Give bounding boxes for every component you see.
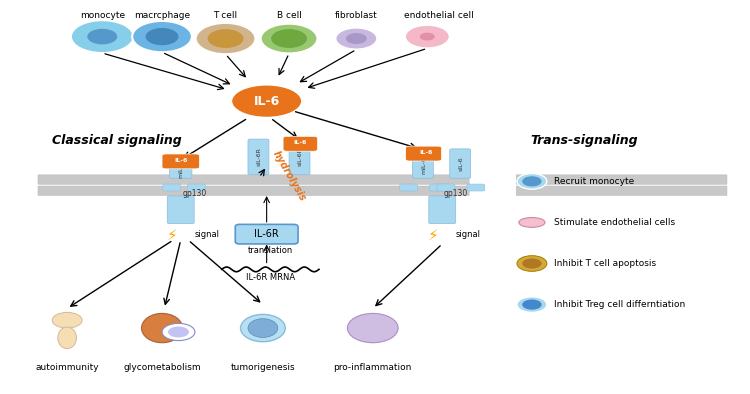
Circle shape <box>335 28 377 50</box>
Ellipse shape <box>248 319 278 337</box>
Text: pro-inflammation: pro-inflammation <box>334 363 412 372</box>
Text: mIL-6R: mIL-6R <box>421 153 426 175</box>
Circle shape <box>208 29 244 48</box>
Text: glycometabolism: glycometabolism <box>123 363 201 372</box>
FancyBboxPatch shape <box>450 149 471 178</box>
Circle shape <box>71 20 134 53</box>
FancyBboxPatch shape <box>400 184 418 191</box>
Circle shape <box>517 173 547 189</box>
Ellipse shape <box>58 327 76 349</box>
FancyBboxPatch shape <box>167 196 194 224</box>
Text: sIL-6R: sIL-6R <box>298 147 303 166</box>
Text: gp130: gp130 <box>444 190 468 198</box>
FancyBboxPatch shape <box>163 184 181 191</box>
FancyBboxPatch shape <box>162 154 200 169</box>
Text: IL-6R: IL-6R <box>254 229 279 239</box>
FancyBboxPatch shape <box>38 175 469 184</box>
Circle shape <box>87 29 117 45</box>
Text: ⚡: ⚡ <box>166 227 177 242</box>
Text: fibroblast: fibroblast <box>335 11 378 20</box>
FancyBboxPatch shape <box>516 175 727 184</box>
Circle shape <box>405 25 450 48</box>
Text: macrcphage: macrcphage <box>134 11 190 20</box>
Text: IL-6: IL-6 <box>174 158 188 163</box>
Ellipse shape <box>231 85 302 118</box>
Text: Inhibit Treg cell differntiation: Inhibit Treg cell differntiation <box>554 300 686 309</box>
Circle shape <box>522 258 542 269</box>
Text: hydrolysis: hydrolysis <box>271 149 308 203</box>
FancyBboxPatch shape <box>430 184 448 191</box>
Circle shape <box>162 323 195 340</box>
Circle shape <box>272 29 307 48</box>
Ellipse shape <box>347 313 398 343</box>
Text: B cell: B cell <box>277 11 302 20</box>
Circle shape <box>420 33 435 41</box>
Ellipse shape <box>241 314 285 342</box>
Circle shape <box>517 256 547 271</box>
Text: mIL-6R: mIL-6R <box>178 156 183 178</box>
FancyBboxPatch shape <box>38 186 469 195</box>
Circle shape <box>261 24 317 54</box>
FancyBboxPatch shape <box>516 186 727 195</box>
Text: signal: signal <box>456 230 481 240</box>
Text: IL-6: IL-6 <box>293 140 307 145</box>
Ellipse shape <box>519 217 545 227</box>
Ellipse shape <box>142 313 182 343</box>
Text: translation: translation <box>248 246 293 255</box>
FancyBboxPatch shape <box>406 146 442 161</box>
Text: sIL-6R: sIL-6R <box>256 147 262 166</box>
FancyBboxPatch shape <box>413 149 434 178</box>
Text: ⚡: ⚡ <box>428 227 439 242</box>
FancyBboxPatch shape <box>170 157 192 178</box>
Text: signal: signal <box>194 230 219 240</box>
FancyBboxPatch shape <box>437 184 455 191</box>
Text: monocyte: monocyte <box>80 11 124 20</box>
Circle shape <box>346 33 367 44</box>
Text: IL-6R MRNA: IL-6R MRNA <box>246 273 295 282</box>
Text: Recruit monocyte: Recruit monocyte <box>554 177 634 186</box>
Text: autoimmunity: autoimmunity <box>35 363 99 372</box>
Text: IL-6: IL-6 <box>254 95 280 108</box>
Text: tumorigenesis: tumorigenesis <box>230 363 296 372</box>
FancyBboxPatch shape <box>236 225 298 244</box>
Text: IL-6: IL-6 <box>420 150 434 155</box>
Circle shape <box>146 28 178 45</box>
Text: endothelial cell: endothelial cell <box>404 11 473 20</box>
Text: sIL-6: sIL-6 <box>458 156 464 171</box>
Circle shape <box>517 297 547 312</box>
FancyBboxPatch shape <box>289 139 310 175</box>
Circle shape <box>522 176 542 186</box>
Circle shape <box>53 312 82 328</box>
FancyBboxPatch shape <box>188 184 206 191</box>
FancyBboxPatch shape <box>248 139 269 175</box>
FancyBboxPatch shape <box>467 184 484 191</box>
Text: Inhibit T cell apoptosis: Inhibit T cell apoptosis <box>554 259 656 268</box>
Circle shape <box>132 21 192 52</box>
FancyBboxPatch shape <box>283 136 317 151</box>
Text: Trans-signaling: Trans-signaling <box>530 134 638 147</box>
FancyBboxPatch shape <box>429 196 456 224</box>
Text: Classical signaling: Classical signaling <box>53 134 182 147</box>
Text: T cell: T cell <box>214 11 238 20</box>
Circle shape <box>168 327 189 337</box>
Text: Stimulate endothelial cells: Stimulate endothelial cells <box>554 218 676 227</box>
Circle shape <box>522 299 542 310</box>
Text: gp130: gp130 <box>182 190 206 198</box>
Circle shape <box>196 23 256 54</box>
